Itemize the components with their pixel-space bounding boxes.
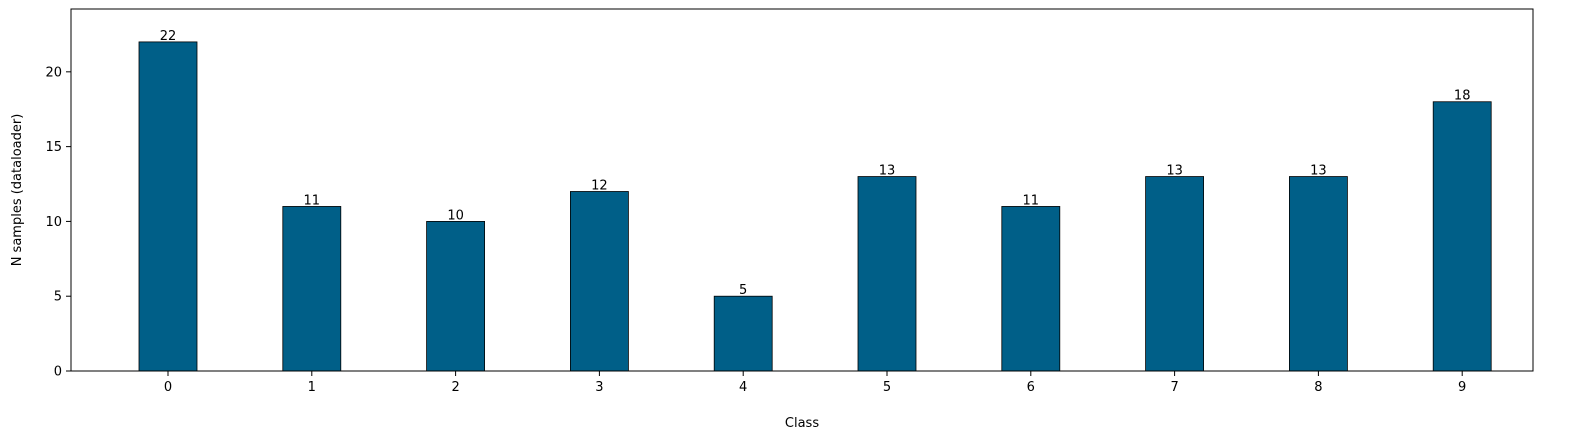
x-tick-label-3: 3 [595,380,603,395]
x-tick-label-0: 0 [164,380,172,395]
x-tick-label-5: 5 [883,380,891,395]
data-label-class-2: 10 [447,208,464,223]
bar-class-3 [570,191,629,372]
bar-class-1 [282,206,342,372]
x-tick-label-6: 6 [1027,380,1035,395]
x-tick-label-9: 9 [1458,380,1466,395]
data-label-class-6: 11 [1023,193,1040,208]
data-label-class-1: 11 [304,193,321,208]
x-tick-label-7: 7 [1170,380,1178,395]
data-label-class-8: 13 [1310,164,1327,179]
plot-frame [70,8,1534,372]
x-tick-label-8: 8 [1314,380,1322,395]
bar-class-8 [1289,176,1348,372]
y-tick-label-15: 15 [45,140,62,155]
y-axis-title: N samples (dataloader) [10,114,25,267]
bar-class-6 [1001,206,1061,372]
y-tick-label-5: 5 [54,290,62,305]
data-label-class-0: 22 [160,29,177,44]
bar-class-5 [857,176,917,372]
bar-class-9 [1432,101,1492,372]
x-axis: 0 1 2 3 4 5 6 7 8 9 [164,371,1466,395]
y-tick-label-20: 20 [45,65,62,80]
data-label-class-5: 13 [879,164,896,179]
data-label-class-3: 12 [591,178,608,193]
x-tick-label-4: 4 [739,380,747,395]
data-label-class-9: 18 [1454,89,1471,104]
bar-class-7 [1145,176,1204,372]
x-tick-label-1: 1 [308,380,316,395]
bar-class-2 [426,221,486,372]
data-labels-layer: 22 11 10 12 5 13 11 13 13 18 [160,29,1471,298]
y-tick-label-10: 10 [45,215,62,230]
data-label-class-7: 13 [1166,164,1183,179]
x-tick-label-2: 2 [451,380,459,395]
bars-layer [138,41,1492,372]
y-axis: 0 5 10 15 20 [45,65,71,380]
x-axis-title: Class [785,416,819,431]
bar-class-4 [713,295,773,372]
data-label-class-4: 5 [739,283,747,298]
y-tick-label-0: 0 [54,365,62,380]
bar-class-0 [138,41,198,372]
